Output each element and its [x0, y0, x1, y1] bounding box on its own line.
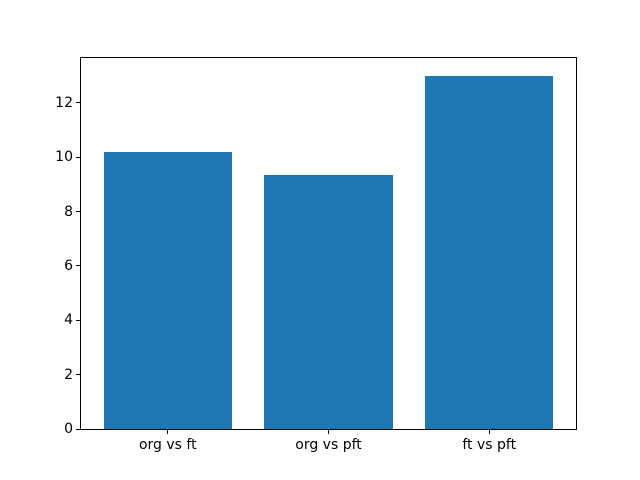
- y-tick-label: 12: [55, 94, 73, 111]
- y-tick-mark: [76, 265, 80, 267]
- y-tick-label: 8: [64, 203, 73, 220]
- y-tick-label: 2: [64, 366, 73, 383]
- y-tick-mark: [76, 374, 80, 376]
- x-tick-mark: [167, 430, 169, 434]
- y-tick-label: 10: [55, 149, 73, 166]
- bar-org-vs-pft: [264, 174, 393, 429]
- y-tick-label: 0: [64, 421, 73, 437]
- y-tick-label: 4: [64, 312, 73, 329]
- x-tick-mark: [328, 430, 329, 434]
- x-tick-mark: [488, 430, 490, 434]
- y-tick-mark: [76, 156, 80, 158]
- y-tick-label: 6: [64, 257, 73, 274]
- plot-area: 0 2 4 6 8 10 12 org vs ft org vs pft ft vs pft: [55, 57, 577, 452]
- y-tick-mark: [76, 428, 80, 430]
- bar-org-vs-ft: [103, 151, 233, 429]
- bar-ft-vs-pft: [424, 75, 554, 429]
- y-tick-mark: [76, 102, 80, 104]
- x-tick-label: ft vs pft: [462, 437, 517, 453]
- y-tick-mark: [76, 211, 80, 213]
- x-tick-label: org vs pft: [295, 437, 362, 453]
- x-tick-label: org vs ft: [138, 437, 197, 453]
- y-tick-mark: [76, 319, 80, 321]
